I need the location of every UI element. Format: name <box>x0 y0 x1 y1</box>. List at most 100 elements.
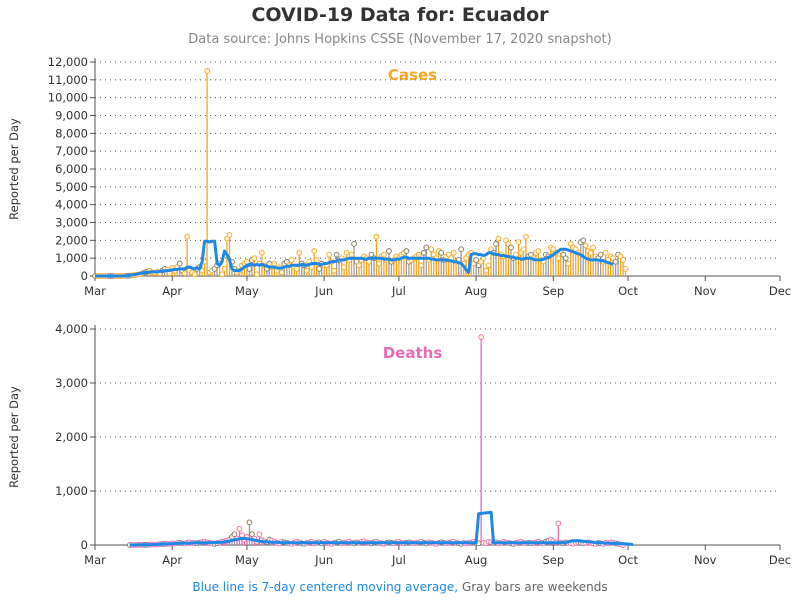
daily-point <box>236 525 243 532</box>
daily-point <box>381 251 387 258</box>
daily-point <box>343 249 350 256</box>
daily-point <box>303 267 310 274</box>
y-tick-label: 5,000 <box>55 180 88 194</box>
daily-point <box>478 334 484 340</box>
x-tick-label: Apr <box>162 553 182 567</box>
y-tick-label: 8,000 <box>55 126 88 140</box>
daily-points <box>127 334 626 548</box>
y-tick-label: 1,000 <box>55 484 88 498</box>
chart-title: COVID-19 Data for: Ecuador <box>251 4 549 26</box>
footer-weekend-note: Gray bars are weekends <box>461 580 608 594</box>
daily-point <box>386 248 392 254</box>
daily-point <box>520 246 527 253</box>
y-tick-label: 0 <box>81 269 88 283</box>
daily-point <box>351 241 357 247</box>
y-tick-label: 3,000 <box>55 376 88 390</box>
x-tick-label: Sep <box>542 553 564 567</box>
daily-point <box>438 249 445 256</box>
panel-title-cases: Cases <box>388 66 437 84</box>
daily-point <box>587 249 594 256</box>
daily-point <box>246 519 253 526</box>
y-axis-label: Reported per Day <box>7 386 21 488</box>
daily-point <box>590 244 597 251</box>
daily-point <box>219 271 225 278</box>
daily-point <box>176 260 183 267</box>
x-tick-label: Nov <box>694 284 717 298</box>
x-tick-label: Jul <box>391 284 406 298</box>
daily-point <box>418 262 425 269</box>
daily-point <box>326 251 332 258</box>
x-tick-label: Jun <box>314 553 333 567</box>
daily-point <box>356 262 362 269</box>
daily-point <box>331 267 337 274</box>
x-tick-label: May <box>235 284 259 298</box>
x-tick-label: Apr <box>162 284 182 298</box>
x-tick-label: Jul <box>391 553 406 567</box>
x-tick-label: Aug <box>465 284 487 298</box>
daily-point <box>423 244 430 251</box>
x-tick-label: May <box>235 553 259 567</box>
daily-bars <box>124 70 627 276</box>
x-tick-label: Dec <box>769 553 791 567</box>
daily-point <box>473 257 479 263</box>
daily-point <box>316 266 323 272</box>
chart-subtitle: Data source: Johns Hopkins CSSE (Novembe… <box>188 32 612 47</box>
y-tick-label: 3,000 <box>55 216 88 230</box>
daily-point <box>184 233 191 240</box>
daily-point <box>278 269 285 276</box>
daily-point <box>485 262 492 269</box>
y-tick-label: 2,000 <box>55 233 88 247</box>
daily-point <box>254 271 260 278</box>
daily-point <box>226 232 233 238</box>
daily-point <box>620 257 626 263</box>
daily-point <box>191 271 198 278</box>
y-tick-label: 11,000 <box>48 73 88 87</box>
daily-point <box>348 251 355 258</box>
y-tick-label: 4,000 <box>55 322 88 336</box>
moving-average-line <box>95 239 614 278</box>
daily-point <box>508 244 514 251</box>
x-tick-label: Sep <box>542 284 564 298</box>
daily-point <box>565 260 572 267</box>
daily-point <box>515 239 522 245</box>
daily-point <box>251 255 258 262</box>
daily-point <box>271 260 278 267</box>
y-tick-label: 2,000 <box>55 430 88 444</box>
y-tick-label: 1,000 <box>55 251 88 265</box>
daily-point <box>555 255 562 262</box>
daily-point <box>483 267 489 274</box>
daily-point <box>622 266 629 272</box>
x-tick-label: Jun <box>314 284 333 298</box>
daily-point <box>221 266 228 272</box>
panel-title-deaths: Deaths <box>383 344 443 362</box>
daily-point <box>296 249 303 256</box>
daily-point <box>555 520 562 527</box>
chart-panel-cases: 0 1,000 2,000 3,000 4,000 5,000 6,000 7,000 8,00… <box>7 55 791 298</box>
daily-point <box>311 248 318 254</box>
daily-point <box>597 251 604 258</box>
daily-point <box>580 237 587 244</box>
x-tick-label: Oct <box>618 284 638 298</box>
daily-point <box>495 235 502 242</box>
y-tick-label: 10,000 <box>48 91 88 105</box>
daily-point <box>288 257 295 263</box>
daily-point <box>373 233 380 240</box>
daily-point <box>376 260 382 267</box>
daily-point <box>204 68 210 74</box>
moving-average-line <box>129 510 634 547</box>
y-tick-label: 12,000 <box>48 55 88 69</box>
daily-point <box>523 233 529 240</box>
x-tick-label: Nov <box>694 553 717 567</box>
y-tick-label: 4,000 <box>55 198 88 212</box>
daily-point <box>535 248 542 254</box>
daily-point <box>415 251 422 258</box>
x-tick-label: Mar <box>84 553 106 567</box>
y-tick-label: 9,000 <box>55 109 88 123</box>
x-tick-label: Oct <box>618 553 638 567</box>
daily-point <box>428 246 435 253</box>
daily-bars <box>136 337 622 545</box>
daily-point <box>246 266 253 272</box>
daily-point <box>612 258 619 265</box>
x-tick-label: Mar <box>84 284 106 298</box>
daily-point <box>582 242 589 249</box>
